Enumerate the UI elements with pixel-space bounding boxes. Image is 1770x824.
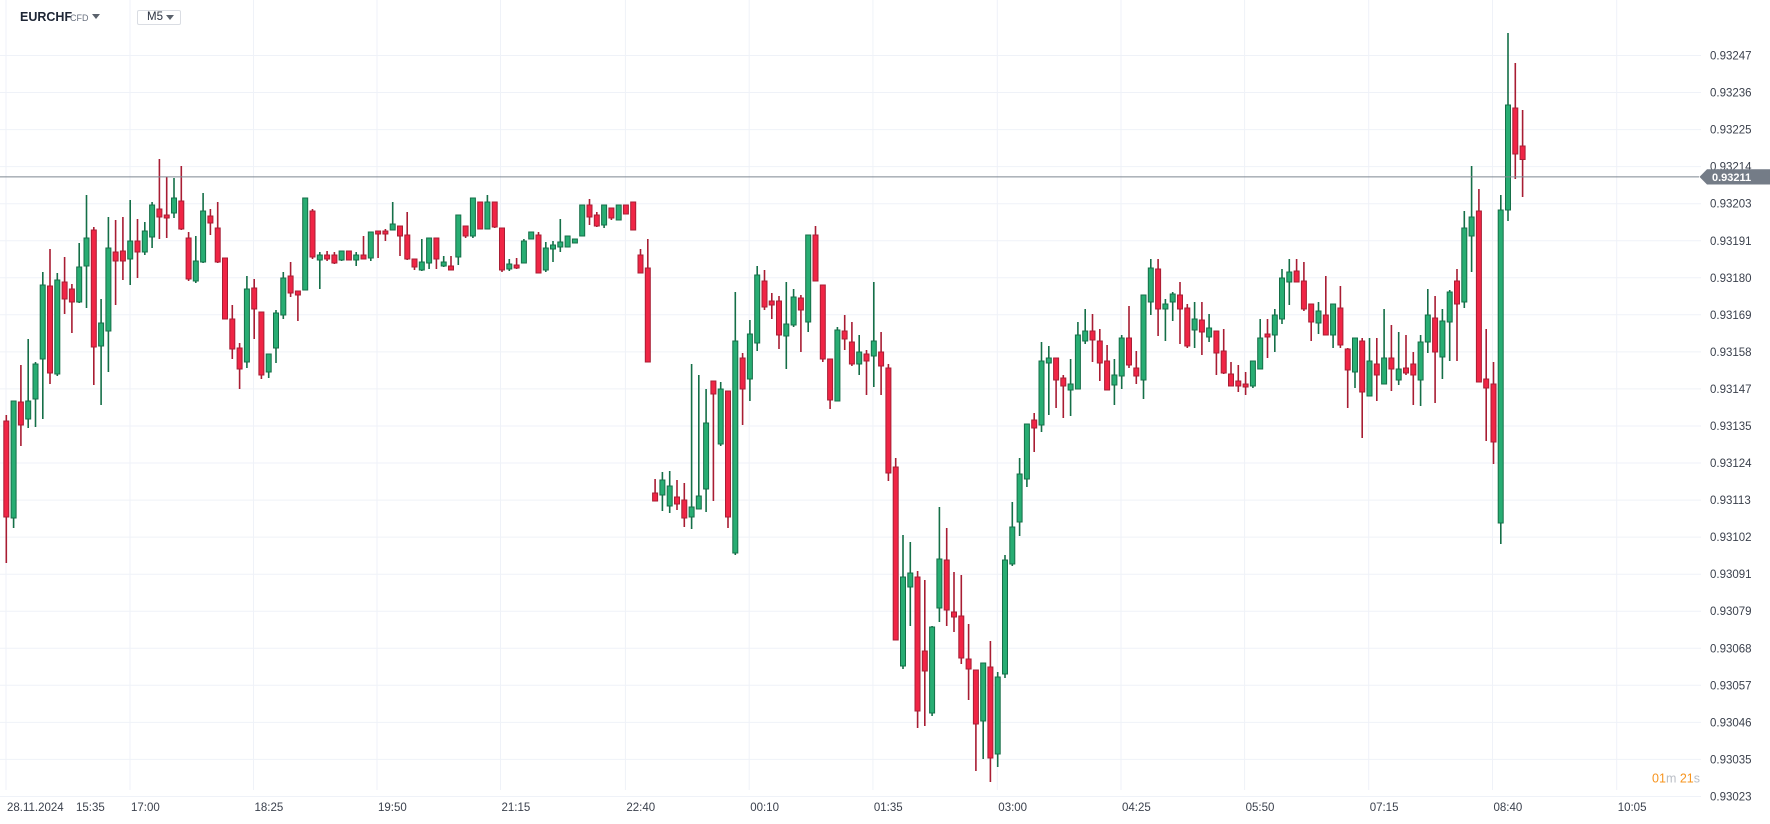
- svg-text:0.93091: 0.93091: [1710, 569, 1752, 581]
- svg-text:0.93158: 0.93158: [1710, 347, 1752, 359]
- svg-text:18:25: 18:25: [255, 802, 284, 814]
- svg-text:10:05: 10:05: [1618, 802, 1647, 814]
- svg-text:15:35: 15:35: [76, 802, 105, 814]
- svg-text:19:50: 19:50: [378, 802, 407, 814]
- svg-text:17:00: 17:00: [131, 802, 160, 814]
- svg-text:08:40: 08:40: [1494, 802, 1523, 814]
- svg-text:00:10: 00:10: [750, 802, 779, 814]
- svg-text:0.93203: 0.93203: [1710, 199, 1752, 211]
- svg-text:0.93124: 0.93124: [1710, 458, 1752, 470]
- svg-text:0.93180: 0.93180: [1710, 273, 1752, 285]
- svg-text:21:15: 21:15: [502, 802, 531, 814]
- svg-text:0.93247: 0.93247: [1710, 51, 1752, 63]
- svg-text:03:00: 03:00: [998, 802, 1027, 814]
- svg-text:0.93079: 0.93079: [1710, 606, 1752, 618]
- svg-text:0.93035: 0.93035: [1710, 754, 1752, 766]
- svg-text:0.93113: 0.93113: [1710, 495, 1751, 507]
- svg-text:07:15: 07:15: [1370, 802, 1399, 814]
- svg-text:05:50: 05:50: [1246, 802, 1275, 814]
- svg-text:0.93135: 0.93135: [1710, 421, 1752, 433]
- svg-text:0.93169: 0.93169: [1710, 310, 1752, 322]
- svg-text:04:25: 04:25: [1122, 802, 1151, 814]
- svg-text:0.93102: 0.93102: [1710, 532, 1752, 544]
- svg-text:0.93057: 0.93057: [1710, 680, 1752, 692]
- svg-text:28.11.2024: 28.11.2024: [7, 802, 64, 814]
- svg-text:0.93236: 0.93236: [1710, 88, 1752, 100]
- svg-text:01m 21s: 01m 21s: [1652, 772, 1700, 786]
- svg-text:01:35: 01:35: [874, 802, 903, 814]
- svg-text:0.93147: 0.93147: [1710, 384, 1752, 396]
- svg-text:22:40: 22:40: [626, 802, 655, 814]
- svg-text:0.93211: 0.93211: [1712, 172, 1751, 184]
- svg-text:0.93068: 0.93068: [1710, 643, 1752, 655]
- svg-text:0.93023: 0.93023: [1710, 792, 1752, 804]
- svg-text:0.93046: 0.93046: [1710, 717, 1752, 729]
- svg-text:0.93191: 0.93191: [1710, 236, 1752, 248]
- svg-text:0.93225: 0.93225: [1710, 125, 1752, 137]
